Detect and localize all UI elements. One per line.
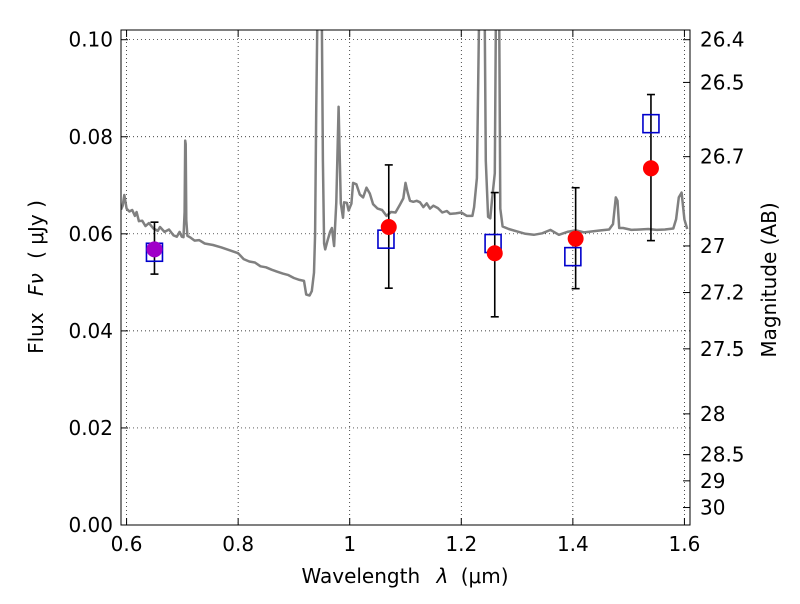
right-tick-label: 26.7 <box>700 145 745 169</box>
y-tick-label: 0.00 <box>68 513 113 537</box>
y-tick-label: 0.04 <box>68 319 113 343</box>
right-tick-label: 29 <box>700 469 725 493</box>
right-tick-label: 30 <box>700 496 725 520</box>
y-axis-label-symbol: Fν <box>24 273 48 296</box>
x-axis-label: Wavelength λ (μm) <box>301 564 508 588</box>
y-tick-label: 0.06 <box>68 222 113 246</box>
right-tick-label: 27.2 <box>700 281 745 305</box>
fit-point <box>380 219 397 236</box>
y-axis-label-unit: ( μJy ) <box>24 200 48 259</box>
model-points <box>145 113 660 267</box>
spectrum-line <box>121 30 689 297</box>
x-axis-label-text: Wavelength <box>301 564 420 588</box>
x-tick-label: 1 <box>343 532 356 556</box>
axis-ticks <box>121 30 690 526</box>
fit-point <box>567 230 584 247</box>
x-tick-label: 0.6 <box>111 532 143 556</box>
y-axis-label: Flux Fν ( μJy ) <box>24 200 48 354</box>
fit-point <box>486 245 503 262</box>
plot-content <box>121 30 689 318</box>
x-tick-label: 1.2 <box>445 532 477 556</box>
x-tick-label: 1.4 <box>557 532 589 556</box>
right-tick-label: 27.5 <box>700 337 745 361</box>
plot-area <box>121 30 690 525</box>
model-point <box>642 113 660 134</box>
y-tick-label: 0.02 <box>68 416 113 440</box>
x-axis-label-unit: (μm) <box>461 564 509 588</box>
right-tick-label: 27 <box>700 234 725 258</box>
fit-point <box>642 160 659 177</box>
x-tick-label: 1.6 <box>669 532 701 556</box>
right-axis-label: Magnitude (AB) <box>757 202 781 357</box>
fit-points <box>146 160 659 262</box>
x-tick-label: 0.8 <box>222 532 254 556</box>
right-tick-label: 28.5 <box>700 443 745 467</box>
right-tick-label: 26.5 <box>700 70 745 94</box>
tick-labels: 0.6 0.8 1 1.2 1.4 1.6 0.00 0.02 0.04 0.06 0.08 0.10… <box>68 28 744 556</box>
right-tick-label: 28 <box>700 402 725 426</box>
y-tick-label: 0.10 <box>68 28 113 52</box>
right-tick-label: 26.4 <box>700 28 745 52</box>
y-tick-label: 0.08 <box>68 125 113 149</box>
model-point <box>564 246 582 267</box>
x-axis-label-symbol: λ <box>436 564 449 588</box>
plot-frame <box>120 29 691 526</box>
y-axis-label-text: Flux <box>24 312 48 354</box>
fit-point <box>146 241 163 258</box>
